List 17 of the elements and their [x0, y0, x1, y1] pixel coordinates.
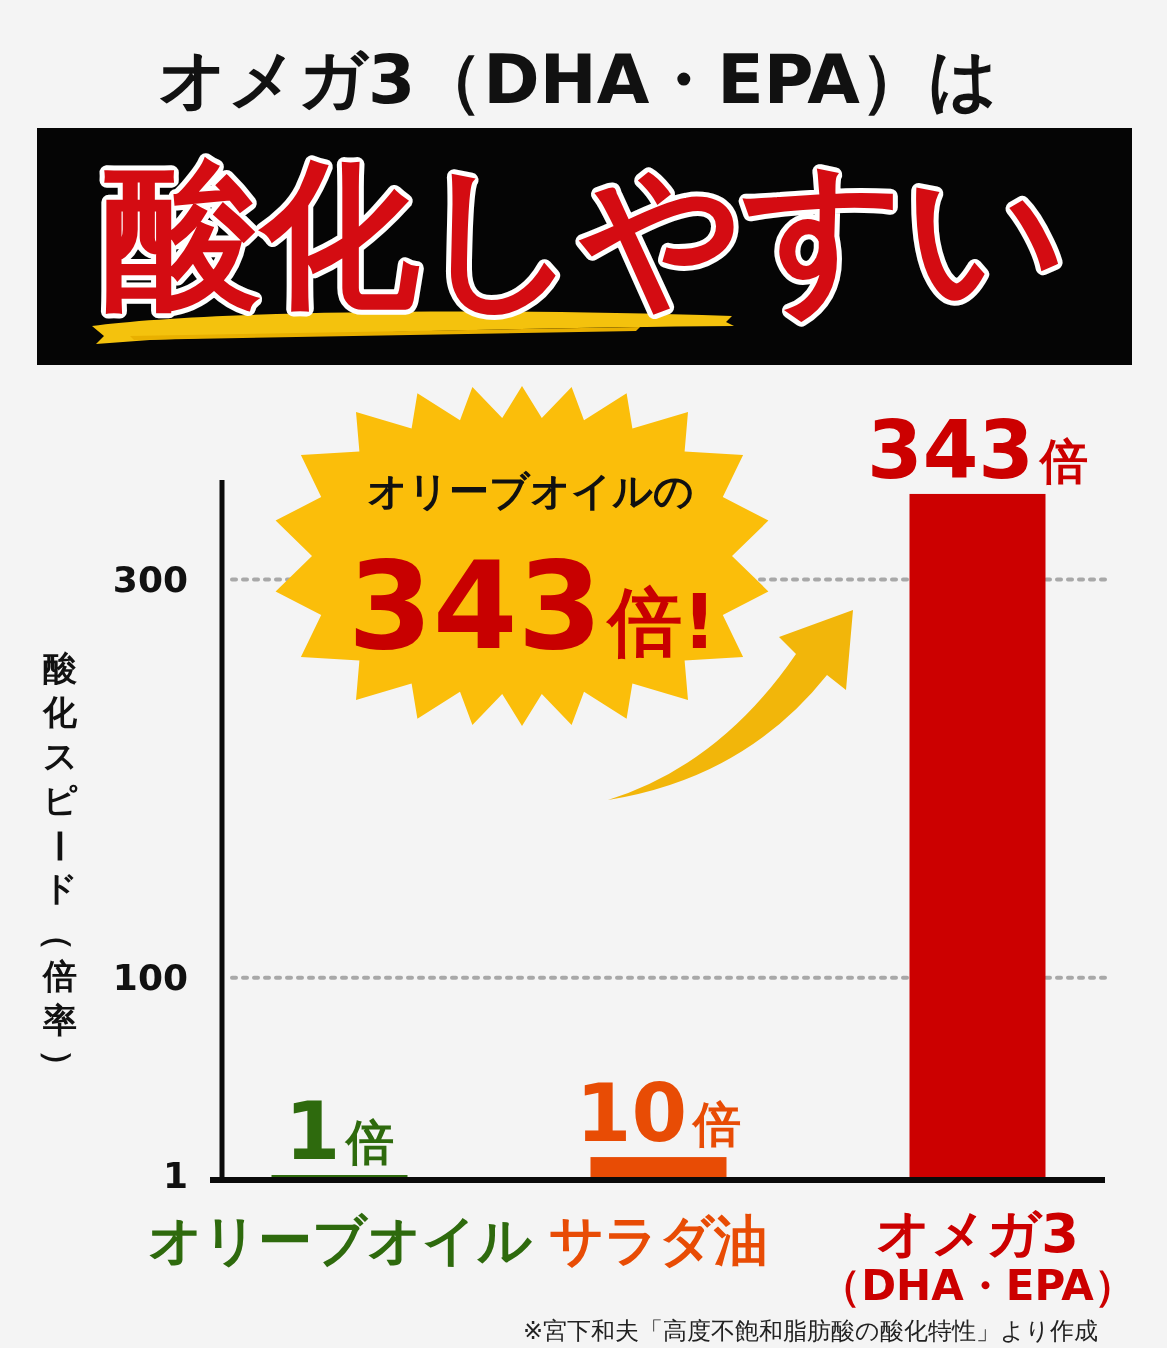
y-tick-label: 100 — [112, 957, 188, 999]
y-tick-label: 300 — [112, 559, 188, 601]
x-tick-label: サラダ油 — [549, 1209, 768, 1272]
annotation: オリーブオイルの — [366, 468, 694, 514]
data-label: 343倍 — [867, 403, 1088, 497]
bar — [590, 1157, 727, 1177]
chart-subtitle: 酸化しやすい — [103, 143, 1067, 327]
x-tick-label: オメガ3 （DHA・EPA） — [819, 1202, 1136, 1310]
bar — [909, 493, 1046, 1177]
text: ※宮下和夫「高度不飽和脂肪酸の酸化特性」より作成 — [522, 1317, 1098, 1345]
chart-title: オメガ3（DHA・EPA）は — [158, 40, 998, 119]
y-axis-title: 酸化スピード（倍率） — [39, 648, 79, 1083]
data-label: 10倍 — [575, 1067, 742, 1161]
x-tick-label: オリーブオイル — [147, 1209, 532, 1272]
y-tick-label: 1 — [162, 1154, 188, 1196]
annotation: 343倍! — [347, 535, 717, 677]
data-label: 1倍 — [284, 1085, 395, 1179]
